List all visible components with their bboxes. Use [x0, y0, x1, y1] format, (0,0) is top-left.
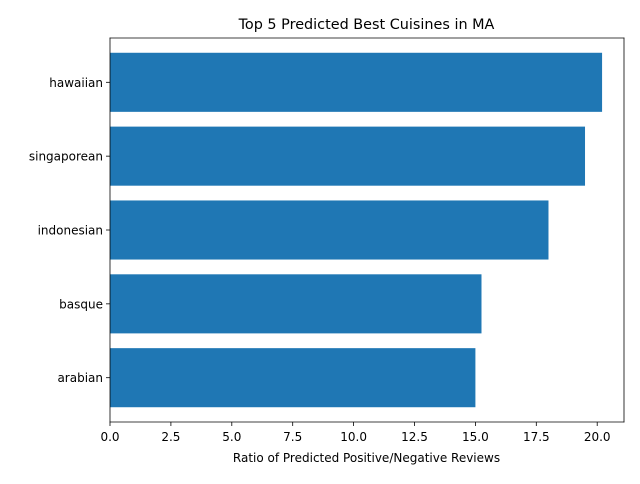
y-tick-label: hawaiian — [49, 76, 103, 90]
x-tick-label: 2.5 — [161, 430, 180, 444]
x-tick-label: 15.0 — [462, 430, 489, 444]
y-tick-label: arabian — [57, 371, 103, 385]
x-tick-label: 5.0 — [222, 430, 241, 444]
x-tick-label: 0.0 — [100, 430, 119, 444]
y-axis-ticks: hawaiian singaporean indonesian basque arabi… — [29, 76, 110, 385]
x-axis-label: Ratio of Predicted Positive/Negative Rev… — [233, 451, 500, 465]
x-tick-label: 17.5 — [523, 430, 550, 444]
y-tick-label: indonesian — [38, 224, 103, 238]
x-tick-label: 10.0 — [340, 430, 367, 444]
bar-singaporean — [110, 126, 586, 186]
bar-indonesian — [110, 200, 549, 260]
y-tick-label: singaporean — [29, 150, 103, 164]
x-tick-label: 20.0 — [584, 430, 611, 444]
bar-basque — [110, 274, 482, 334]
x-axis-ticks: 0.0 2.5 5.0 7.5 10.0 12.5 15.0 17.5 20.0 — [100, 422, 611, 444]
bars-layer — [110, 52, 603, 408]
bar-hawaiian — [110, 52, 603, 112]
y-tick-label: basque — [59, 297, 103, 311]
x-tick-label: 12.5 — [401, 430, 428, 444]
bar-arabian — [110, 348, 476, 408]
chart-title: Top 5 Predicted Best Cuisines in MA — [238, 17, 495, 33]
x-tick-label: 7.5 — [283, 430, 302, 444]
